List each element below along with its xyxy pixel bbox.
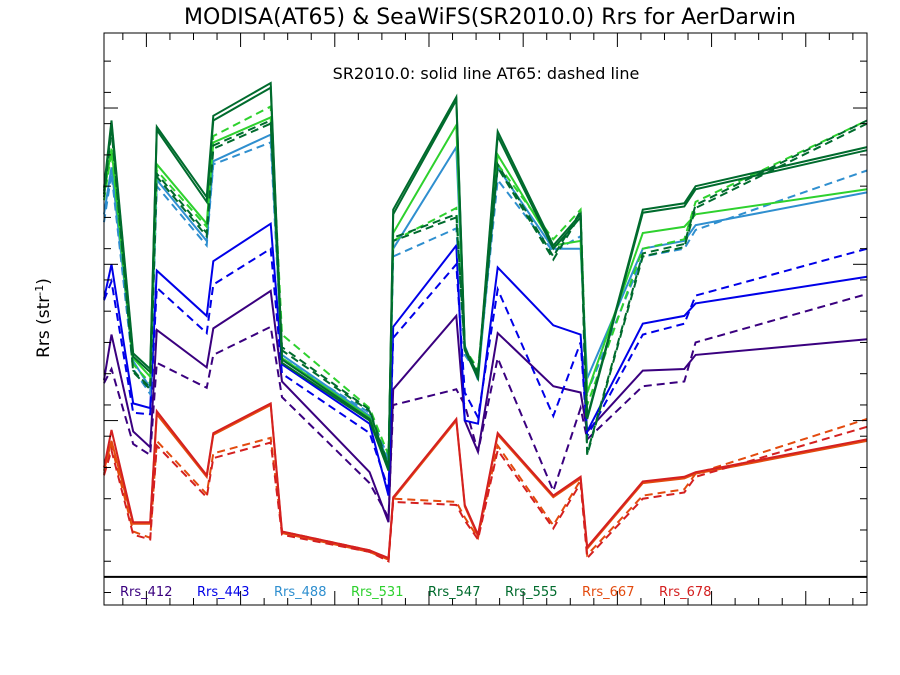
series-rrs-678: [103, 401, 868, 563]
series-line-solid: [103, 81, 868, 470]
legend-entry: Rrs_678: [659, 585, 711, 600]
legend-entry: Rrs_667: [582, 585, 634, 600]
axes-layer: [103, 32, 868, 606]
chart-subtitle: SR2010.0: solid line AT65: dashed line: [333, 64, 640, 83]
series-line-solid: [103, 289, 868, 523]
series-line-solid: [103, 403, 868, 562]
legend-entry: Rrs_531: [351, 585, 403, 600]
series-layer: [103, 81, 868, 563]
legend-entry: Rrs_555: [505, 585, 557, 600]
series-line-dashed: [103, 418, 868, 563]
legend: Rrs_412 Rrs_443 Rrs_488 Rrs_531 Rrs_547 Rrs_5…: [120, 585, 711, 600]
series-line-solid: [103, 401, 868, 560]
y-axis-label: Rrs (str-1): [33, 278, 55, 358]
legend-entry: Rrs_547: [428, 585, 480, 600]
plot-frame: [103, 32, 868, 606]
chart-title: MODISA(AT65) & SeaWiFS(SR2010.0) Rrs for…: [184, 5, 796, 30]
series-rrs-667: [103, 403, 868, 563]
series-rrs-412: [103, 289, 868, 523]
series-line-dashed: [103, 246, 868, 490]
legend-entry: Rrs_443: [197, 585, 249, 600]
series-rrs-443: [103, 221, 868, 496]
legend-entry: Rrs_412: [120, 585, 172, 600]
series-rrs-555: [103, 81, 868, 470]
series-line-dashed: [103, 293, 868, 522]
series-line-solid: [103, 221, 868, 496]
legend-entry: Rrs_488: [274, 585, 326, 600]
